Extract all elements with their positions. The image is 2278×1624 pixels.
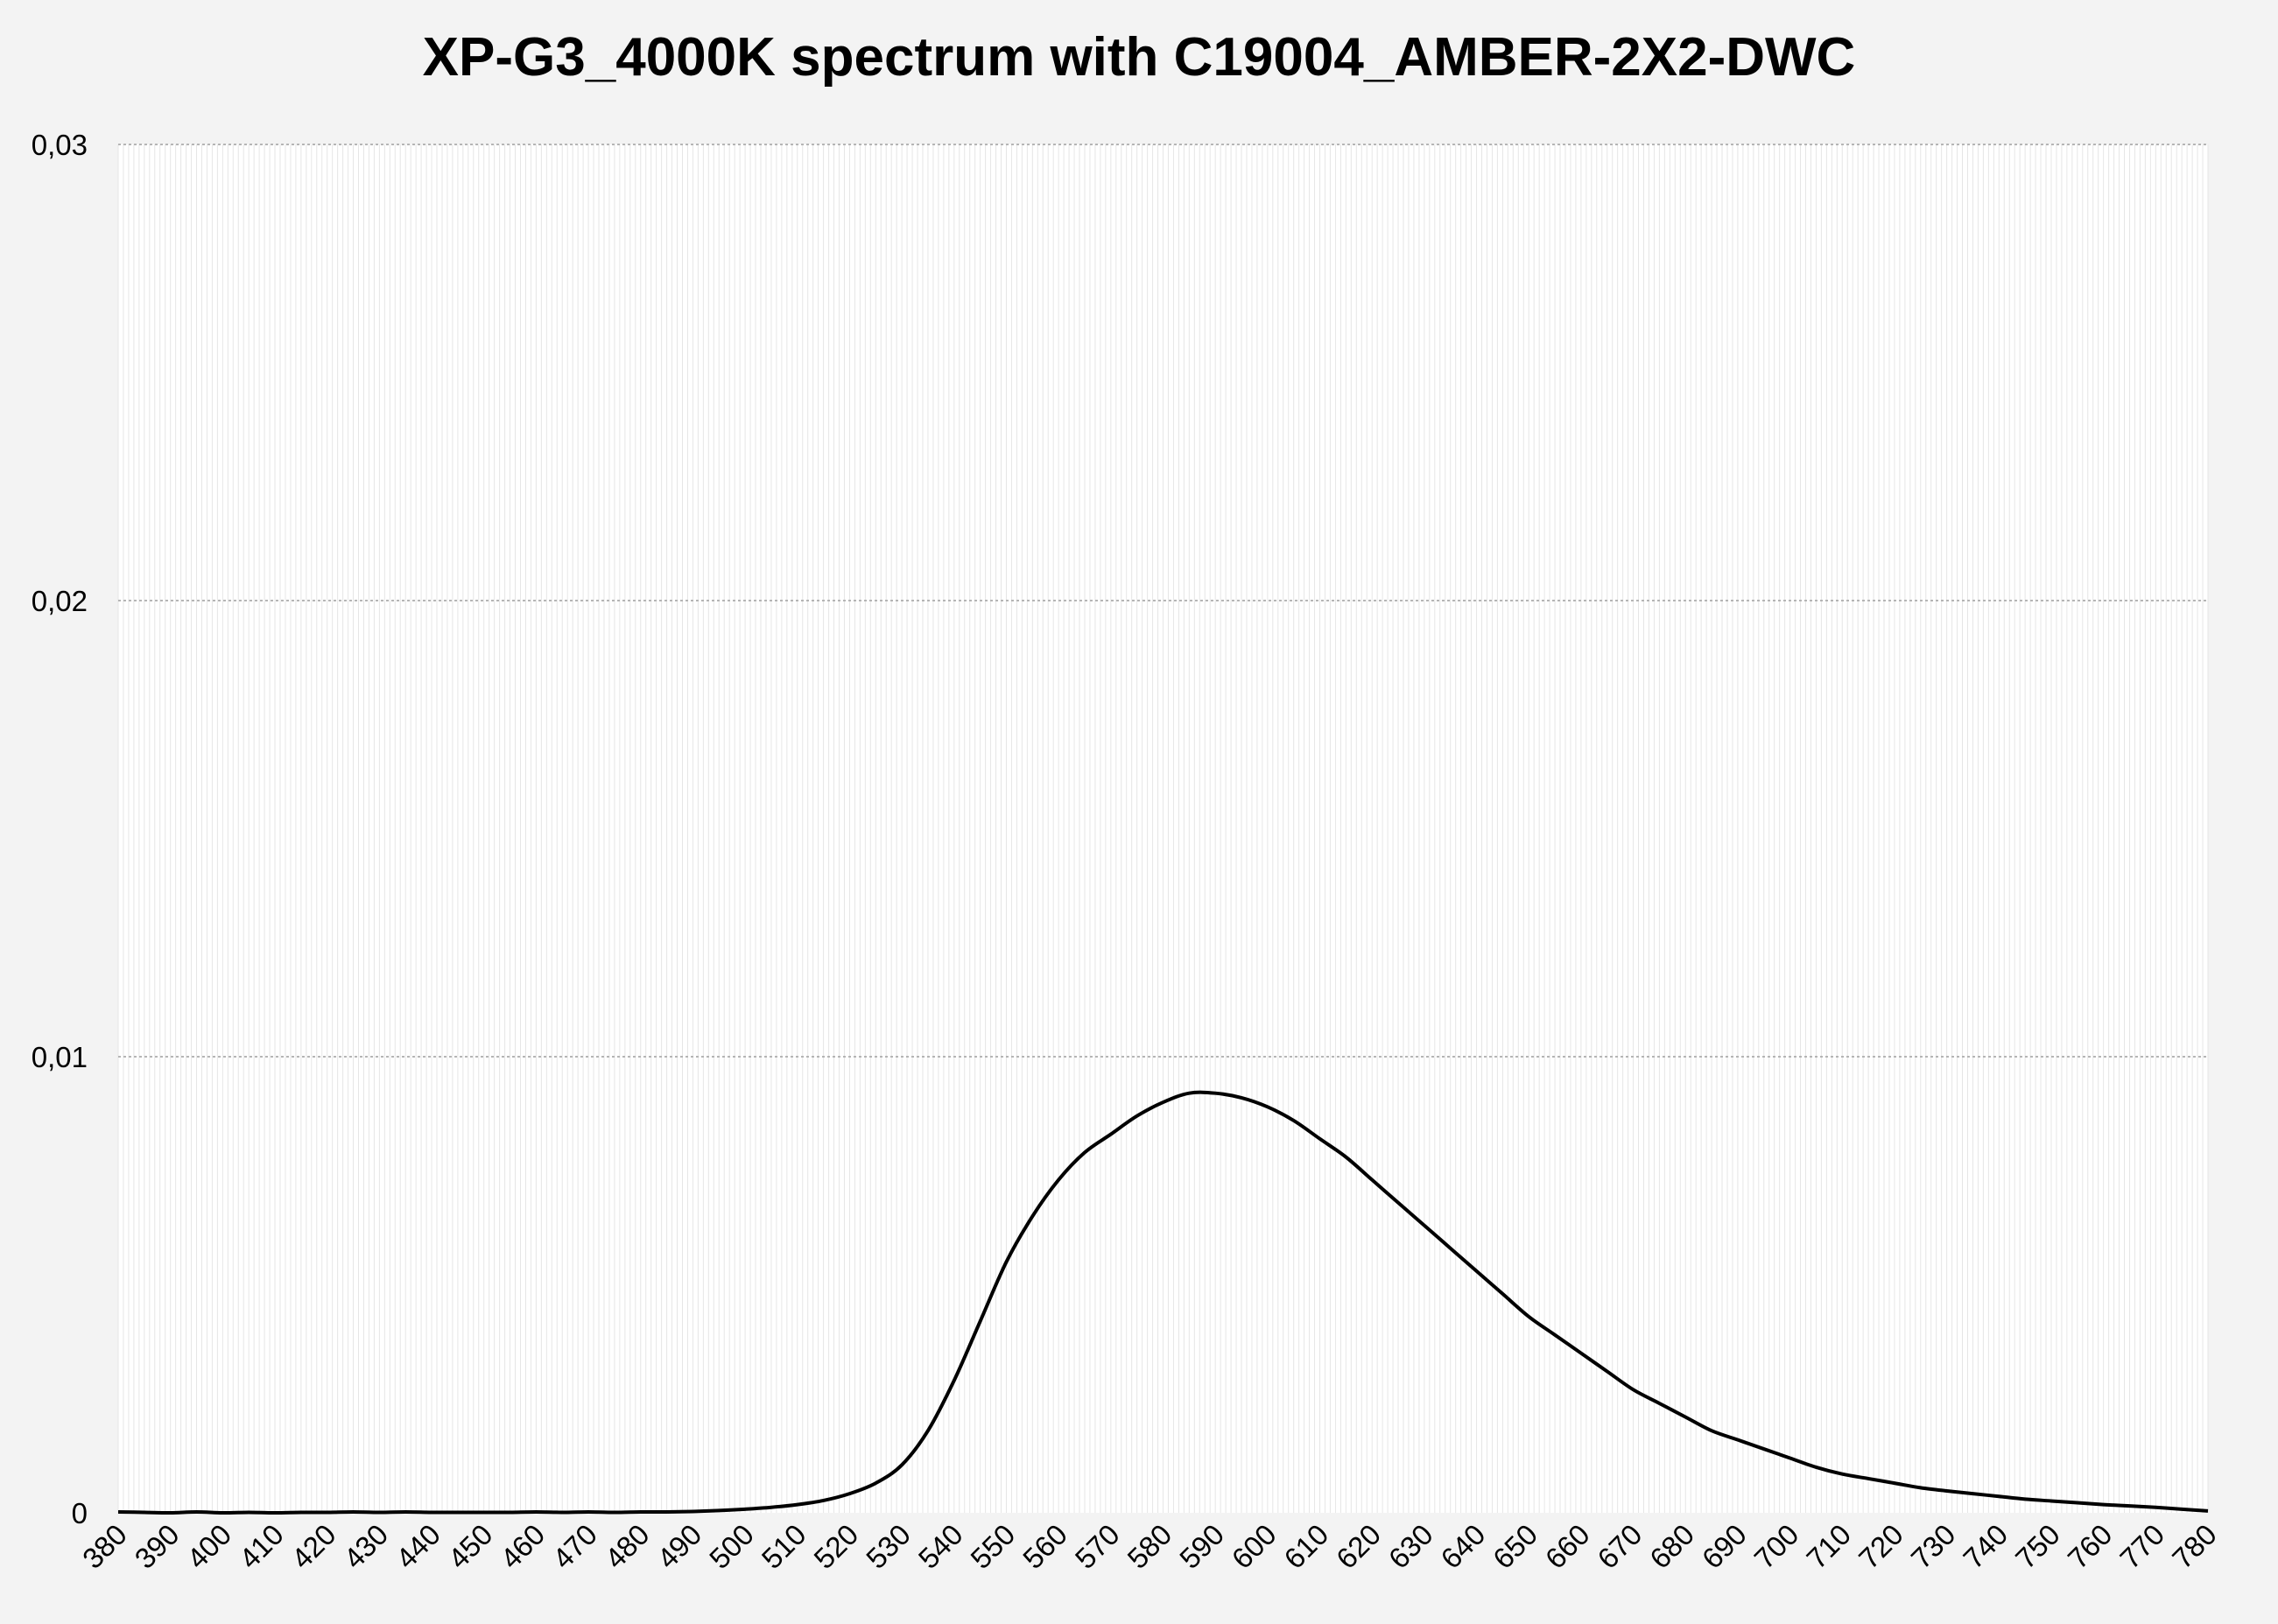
- series-layer: [117, 1090, 2209, 1515]
- x-tick-label: 700: [1747, 1518, 1804, 1575]
- x-tick-label: 680: [1643, 1518, 1700, 1575]
- x-tick-label: 630: [1382, 1518, 1439, 1575]
- x-tick-label: 710: [1800, 1518, 1857, 1575]
- x-tick-label: 510: [756, 1518, 812, 1575]
- x-tick-label: 490: [650, 1518, 707, 1575]
- y-tick-label: 0: [72, 1497, 88, 1529]
- x-tick-label: 460: [494, 1518, 551, 1575]
- x-tick-label: 590: [1173, 1518, 1230, 1575]
- y-tick-label: 0,03: [32, 129, 88, 161]
- x-tick-label: 720: [1853, 1518, 1909, 1575]
- x-tick-label: 610: [1277, 1518, 1334, 1575]
- x-tick-label: 480: [599, 1518, 656, 1575]
- x-tick-label: 530: [860, 1518, 917, 1575]
- x-tick-label: 670: [1591, 1518, 1648, 1575]
- minor-vertical-gridlines: [117, 144, 2209, 1513]
- x-tick-label: 760: [2062, 1518, 2119, 1575]
- x-tick-label: 470: [546, 1518, 603, 1575]
- x-tick-label: 660: [1539, 1518, 1596, 1575]
- x-tick-label: 580: [1121, 1518, 1178, 1575]
- x-tick-label: 500: [703, 1518, 760, 1575]
- x-tick-label: 400: [180, 1518, 237, 1575]
- y-tick-label: 0,01: [32, 1041, 88, 1073]
- x-tick-label: 770: [2113, 1518, 2170, 1575]
- x-tick-label: 570: [1069, 1518, 1126, 1575]
- x-tick-label: 390: [129, 1518, 186, 1575]
- x-tick-label: 430: [337, 1518, 394, 1575]
- x-tick-label: 620: [1330, 1518, 1387, 1575]
- x-tick-label: 730: [1904, 1518, 1961, 1575]
- x-tick-label: 690: [1696, 1518, 1753, 1575]
- x-tick-label: 550: [964, 1518, 1021, 1575]
- x-tick-label: 600: [1226, 1518, 1283, 1575]
- spectrum-series-line: [117, 1090, 2209, 1515]
- x-tick-label: 780: [2166, 1518, 2223, 1575]
- y-axis-tick-labels: 0 0,01 0,02 0,03: [32, 129, 88, 1529]
- y-tick-label: 0,02: [32, 585, 88, 617]
- x-tick-label: 750: [2009, 1518, 2066, 1575]
- major-gridlines: [118, 144, 2208, 1058]
- x-tick-label: 560: [1016, 1518, 1073, 1575]
- x-tick-label: 410: [233, 1518, 290, 1575]
- x-tick-label: 650: [1487, 1518, 1543, 1575]
- chart-title: XP-G3_4000K spectrum with C19004_AMBER-2…: [422, 27, 1856, 88]
- minor-gridlines: [117, 144, 2209, 1513]
- x-tick-label: 520: [807, 1518, 864, 1575]
- x-tick-label: 540: [912, 1518, 969, 1575]
- x-tick-label: 440: [390, 1518, 446, 1575]
- x-tick-label: 640: [1434, 1518, 1491, 1575]
- x-tick-label: 420: [285, 1518, 342, 1575]
- x-tick-label: 740: [1957, 1518, 2014, 1575]
- x-axis-tick-labels: 3803904004104204304404504604704804905005…: [76, 1518, 2223, 1575]
- x-tick-label: 450: [442, 1518, 499, 1575]
